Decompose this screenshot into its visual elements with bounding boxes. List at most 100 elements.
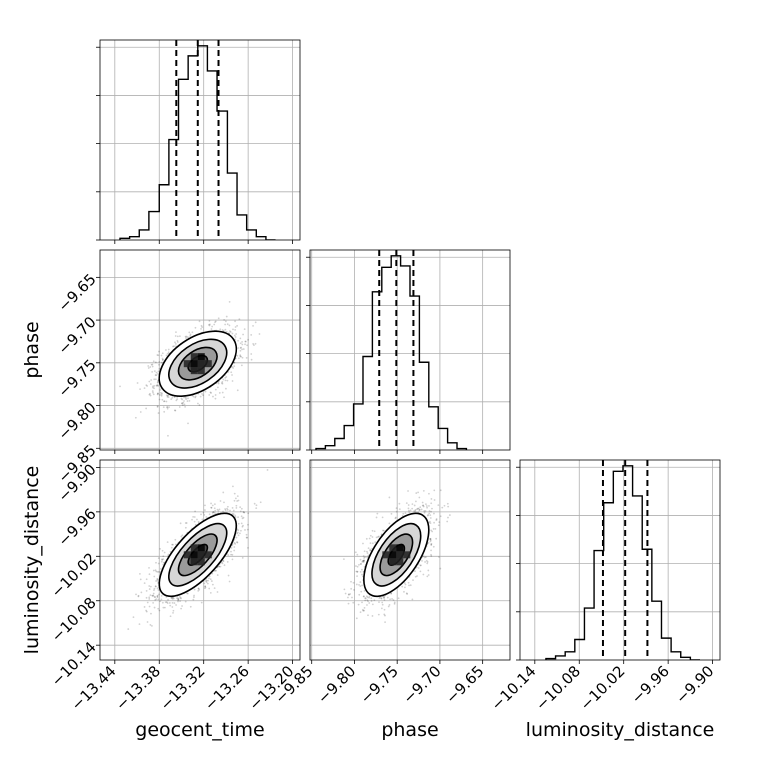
- sample-point: [145, 609, 147, 612]
- sample-point: [157, 384, 160, 387]
- sample-point: [169, 615, 172, 618]
- sample-point: [426, 575, 429, 578]
- sample-point: [237, 529, 240, 532]
- sample-point: [239, 354, 242, 357]
- sample-point: [266, 469, 269, 471]
- sample-point: [163, 606, 166, 609]
- sample-point: [170, 398, 173, 401]
- sample-point: [127, 628, 130, 630]
- sample-point: [407, 509, 410, 512]
- density-bin: [197, 558, 205, 566]
- sample-point: [210, 580, 213, 582]
- sample-point: [177, 600, 179, 603]
- sample-point: [181, 402, 183, 405]
- sample-point: [203, 513, 206, 516]
- sample-point: [172, 597, 175, 600]
- sample-point: [193, 516, 196, 518]
- sample-point: [160, 394, 163, 397]
- sample-point: [242, 333, 244, 336]
- sample-point: [188, 399, 191, 402]
- sample-point: [197, 587, 200, 590]
- sample-point: [234, 497, 237, 500]
- sample-point: [239, 347, 242, 349]
- sample-point: [224, 376, 227, 379]
- sample-point: [151, 363, 154, 366]
- sample-point: [250, 334, 253, 336]
- sample-point: [225, 376, 228, 378]
- sample-point: [247, 523, 249, 526]
- sample-point: [247, 338, 249, 341]
- sample-point: [369, 548, 372, 551]
- sample-point: [172, 611, 174, 614]
- sample-point: [162, 555, 165, 558]
- sample-point: [155, 371, 158, 374]
- sample-point: [226, 507, 228, 510]
- sample-point: [169, 550, 172, 553]
- sample-point: [242, 524, 244, 527]
- sample-point: [156, 381, 159, 384]
- sample-point: [362, 609, 365, 612]
- sample-point: [174, 538, 177, 541]
- sample-point: [429, 537, 432, 540]
- sample-point: [157, 354, 160, 357]
- sample-point: [149, 394, 152, 397]
- sample-point: [173, 345, 175, 348]
- sample-point: [236, 495, 239, 498]
- histogram-luminosity_distance: [545, 465, 700, 660]
- sample-point: [152, 601, 155, 604]
- sample-point: [159, 600, 162, 603]
- hist-grid: [310, 256, 510, 403]
- sample-point: [132, 616, 135, 619]
- sample-point: [176, 335, 179, 338]
- sample-point: [244, 343, 246, 346]
- sample-point: [154, 585, 157, 588]
- sample-point: [181, 605, 183, 607]
- sample-point: [237, 516, 239, 519]
- sample-point: [183, 403, 186, 406]
- sample-point: [221, 382, 224, 385]
- sample-point: [184, 335, 187, 338]
- sample-point: [200, 327, 202, 330]
- sample-point: [198, 320, 201, 323]
- sample-point: [149, 585, 152, 588]
- sample-point: [180, 535, 183, 538]
- sample-point: [160, 567, 162, 570]
- sample-point: [153, 589, 155, 592]
- sample-point: [222, 559, 225, 562]
- sample-point: [159, 548, 162, 550]
- sample-point: [179, 596, 182, 599]
- sample-point: [210, 328, 213, 330]
- sample-point: [232, 513, 235, 516]
- density-bin: [190, 367, 198, 375]
- sample-point: [156, 578, 159, 580]
- sample-point: [165, 354, 168, 357]
- sample-point: [225, 315, 228, 318]
- sample-point: [208, 587, 211, 590]
- sample-point: [231, 513, 234, 515]
- y-tick-label: −9.65: [54, 270, 99, 315]
- sample-point: [145, 384, 148, 387]
- sample-point: [239, 349, 242, 352]
- sample-point: [189, 335, 192, 337]
- sample-point: [211, 572, 214, 575]
- sample-point: [183, 400, 185, 402]
- sample-point: [158, 367, 161, 370]
- sample-point: [157, 370, 160, 373]
- x-tick-label: −10.14: [488, 662, 540, 714]
- sample-point: [192, 598, 195, 601]
- sample-point: [176, 341, 179, 343]
- sample-point: [427, 574, 430, 576]
- sample-point: [223, 396, 225, 399]
- sample-point: [167, 598, 169, 601]
- sample-point: [160, 354, 163, 357]
- sample-point: [139, 578, 142, 581]
- sample-point: [225, 387, 227, 390]
- sample-point: [226, 323, 229, 326]
- sample-point: [201, 518, 204, 521]
- sample-point: [214, 388, 217, 391]
- sample-point: [155, 561, 157, 564]
- sample-point: [161, 392, 163, 395]
- sample-point: [223, 501, 225, 504]
- panel-frame: [99, 459, 301, 661]
- sample-point: [237, 357, 240, 360]
